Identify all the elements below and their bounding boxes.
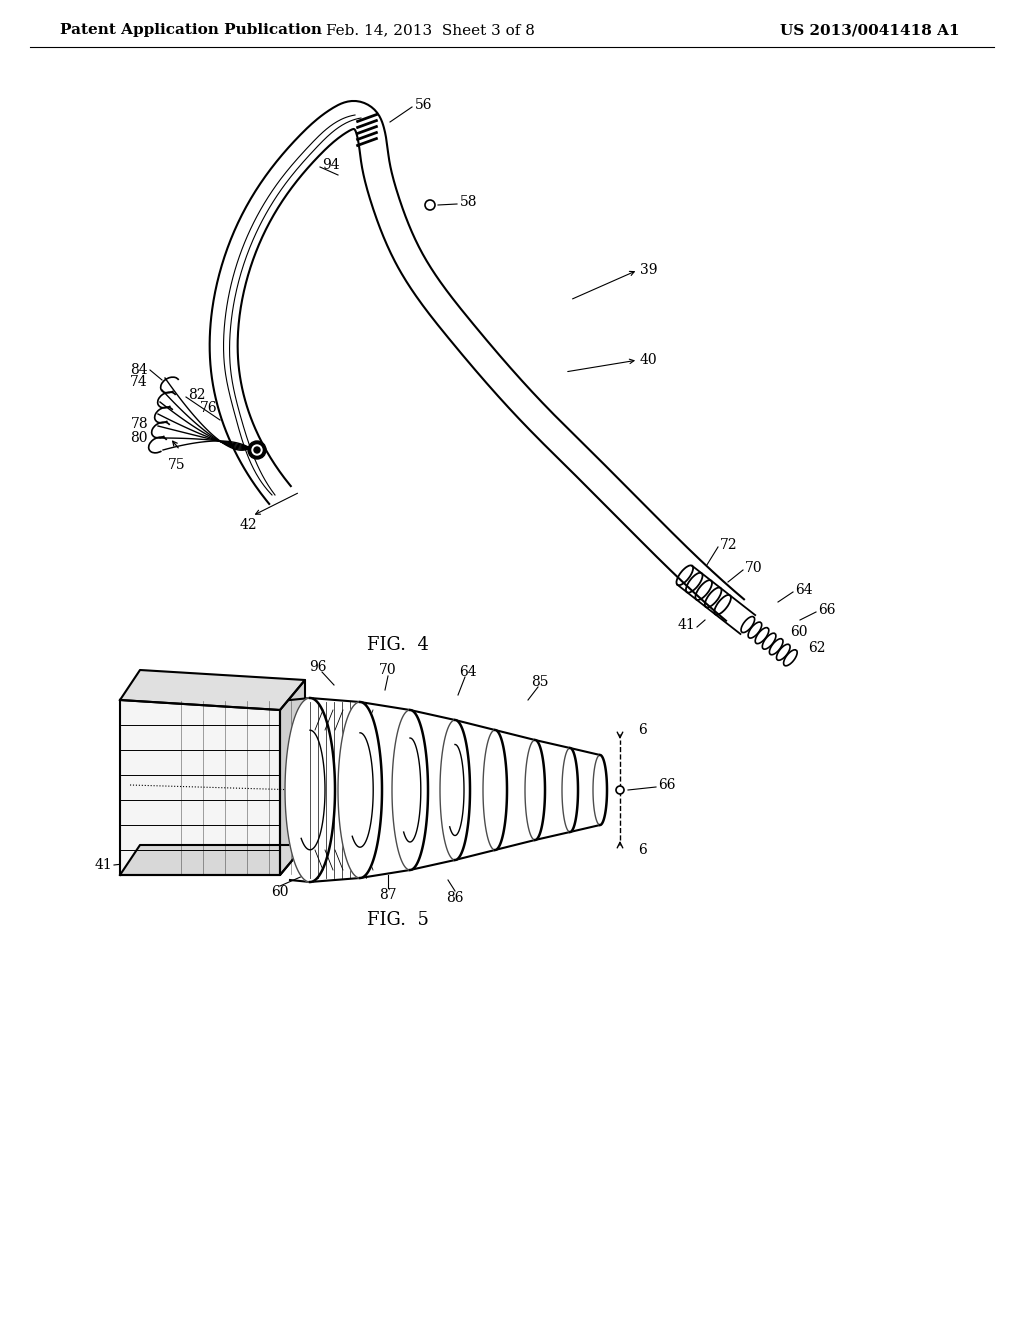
Text: 66: 66: [818, 603, 836, 616]
Text: 78: 78: [130, 417, 148, 432]
Polygon shape: [120, 671, 305, 710]
Circle shape: [254, 447, 260, 453]
Circle shape: [252, 445, 262, 455]
Text: 6: 6: [638, 723, 647, 737]
Polygon shape: [210, 102, 744, 620]
Polygon shape: [562, 748, 578, 832]
Text: FIG.  4: FIG. 4: [367, 636, 429, 653]
Text: 64: 64: [795, 583, 813, 597]
Text: 94: 94: [322, 158, 340, 172]
Text: 70: 70: [379, 663, 397, 677]
Circle shape: [248, 441, 266, 459]
Polygon shape: [120, 845, 305, 875]
Text: 6: 6: [638, 843, 647, 857]
Polygon shape: [525, 741, 545, 840]
Polygon shape: [392, 710, 428, 870]
Text: 76: 76: [200, 401, 218, 414]
Polygon shape: [120, 700, 280, 875]
Polygon shape: [280, 680, 305, 875]
Text: 42: 42: [240, 517, 257, 532]
Text: 56: 56: [415, 98, 432, 112]
Text: 39: 39: [640, 263, 657, 277]
Text: 82: 82: [188, 388, 206, 403]
Polygon shape: [338, 702, 382, 878]
Text: Patent Application Publication: Patent Application Publication: [60, 22, 322, 37]
Polygon shape: [593, 755, 607, 825]
Text: 74: 74: [130, 375, 148, 389]
Polygon shape: [285, 698, 335, 882]
Text: 62: 62: [808, 642, 825, 655]
Text: 66: 66: [658, 777, 676, 792]
Text: 72: 72: [720, 539, 737, 552]
Circle shape: [425, 201, 435, 210]
Circle shape: [616, 785, 624, 795]
Text: US 2013/0041418 A1: US 2013/0041418 A1: [780, 22, 959, 37]
Text: 60: 60: [790, 624, 808, 639]
Polygon shape: [440, 719, 470, 861]
Text: 58: 58: [460, 195, 477, 209]
Text: FIG.  5: FIG. 5: [367, 911, 429, 929]
Text: 41: 41: [94, 858, 112, 873]
Text: 80: 80: [130, 432, 148, 445]
Text: 60: 60: [271, 884, 289, 899]
Text: 85: 85: [531, 675, 549, 689]
Polygon shape: [483, 730, 507, 850]
Text: 40: 40: [640, 352, 657, 367]
Text: 64: 64: [459, 665, 477, 678]
Text: 96: 96: [309, 660, 327, 675]
Text: 87: 87: [379, 888, 397, 902]
Text: 84: 84: [130, 363, 148, 378]
Text: 75: 75: [168, 458, 185, 473]
Text: 70: 70: [745, 561, 763, 576]
Text: 41: 41: [677, 618, 695, 632]
Text: 86: 86: [446, 891, 464, 906]
Text: Feb. 14, 2013  Sheet 3 of 8: Feb. 14, 2013 Sheet 3 of 8: [326, 22, 535, 37]
